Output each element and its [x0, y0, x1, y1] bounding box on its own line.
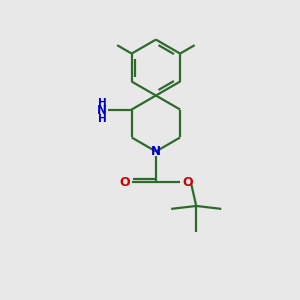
Text: O: O: [182, 176, 193, 189]
Text: N: N: [151, 145, 161, 158]
Text: H: H: [98, 114, 106, 124]
Text: N: N: [97, 104, 107, 118]
Text: O: O: [119, 176, 130, 189]
Text: H: H: [98, 98, 106, 108]
